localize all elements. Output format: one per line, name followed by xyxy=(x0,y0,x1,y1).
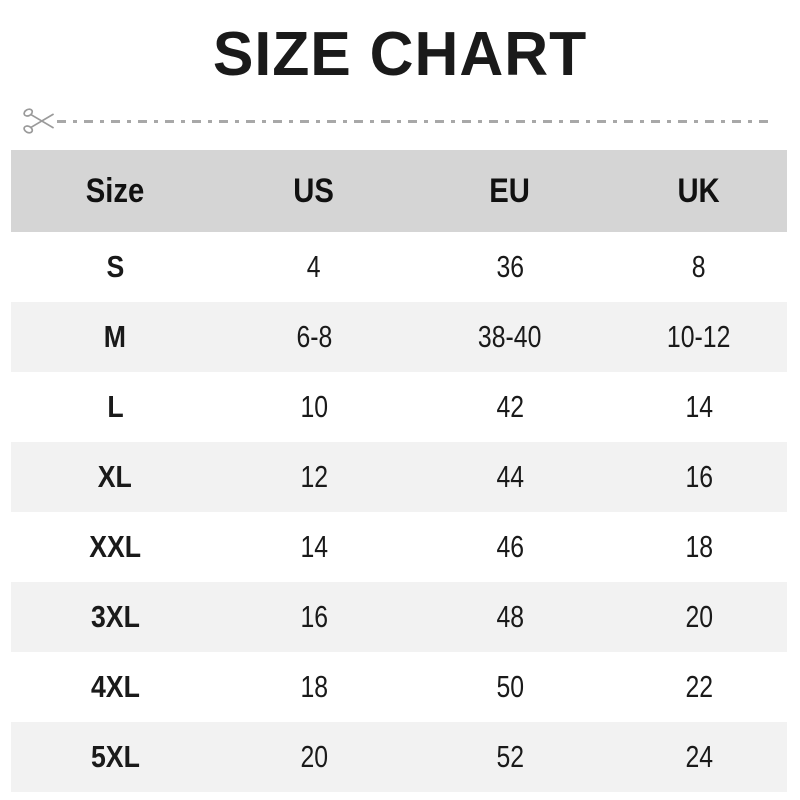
cell-eu: 50 xyxy=(496,669,524,704)
cell-uk: 16 xyxy=(685,459,713,494)
cell-uk: 10-12 xyxy=(667,319,731,354)
cell-size: 3XL xyxy=(90,599,140,634)
cell-size: 4XL xyxy=(90,669,140,704)
table-header: Size US EU UK xyxy=(11,150,787,232)
size-chart-table: Size US EU UK S 4 36 8 M 6-8 38-40 10-12… xyxy=(11,150,787,792)
table-row: S 4 36 8 xyxy=(11,232,787,302)
page-title: SIZE CHART xyxy=(212,20,588,89)
cell-us: 16 xyxy=(300,599,328,634)
scissors-icon xyxy=(22,106,56,136)
cell-size: M xyxy=(103,319,127,354)
cell-us: 4 xyxy=(307,249,321,284)
cell-uk: 14 xyxy=(685,389,713,424)
column-header-size-label: Size xyxy=(85,171,145,210)
cell-us: 18 xyxy=(300,669,328,704)
cell-uk: 18 xyxy=(685,529,713,564)
table-row: 4XL 18 50 22 xyxy=(11,652,787,722)
table-body: S 4 36 8 M 6-8 38-40 10-12 L 10 42 14 XL… xyxy=(11,232,787,792)
cell-uk: 8 xyxy=(692,249,706,284)
cut-dashed-line xyxy=(57,120,774,123)
table-row: XL 12 44 16 xyxy=(11,442,787,512)
cell-us: 14 xyxy=(300,529,328,564)
cell-us: 6-8 xyxy=(296,319,332,354)
column-header-uk-label: UK xyxy=(677,171,721,210)
cell-eu: 52 xyxy=(496,739,524,774)
column-header-eu-label: EU xyxy=(489,171,531,210)
table-header-row: Size US EU UK xyxy=(11,150,787,232)
cell-size: 5XL xyxy=(90,739,140,774)
column-header-eu: EU xyxy=(409,150,611,232)
cell-eu: 36 xyxy=(496,249,524,284)
cell-eu: 42 xyxy=(496,389,524,424)
table-row: 3XL 16 48 20 xyxy=(11,582,787,652)
column-header-us: US xyxy=(219,150,409,232)
column-header-uk: UK xyxy=(611,150,787,232)
cut-line xyxy=(22,104,774,138)
cell-size: XL xyxy=(97,459,133,494)
cell-eu: 44 xyxy=(496,459,524,494)
column-header-size: Size xyxy=(11,150,219,232)
table-row: L 10 42 14 xyxy=(11,372,787,442)
cell-uk: 24 xyxy=(685,739,713,774)
cell-uk: 22 xyxy=(685,669,713,704)
cell-size: L xyxy=(106,389,124,424)
cell-eu: 38-40 xyxy=(478,319,542,354)
cell-us: 10 xyxy=(300,389,328,424)
column-header-us-label: US xyxy=(293,171,335,210)
cell-us: 20 xyxy=(300,739,328,774)
table-row: XXL 14 46 18 xyxy=(11,512,787,582)
cell-size: S xyxy=(106,249,124,284)
cell-eu: 46 xyxy=(496,529,524,564)
cell-us: 12 xyxy=(300,459,328,494)
cell-uk: 20 xyxy=(685,599,713,634)
table-row: 5XL 20 52 24 xyxy=(11,722,787,792)
cell-size: XXL xyxy=(89,529,141,564)
cell-eu: 48 xyxy=(496,599,524,634)
table-row: M 6-8 38-40 10-12 xyxy=(11,302,787,372)
